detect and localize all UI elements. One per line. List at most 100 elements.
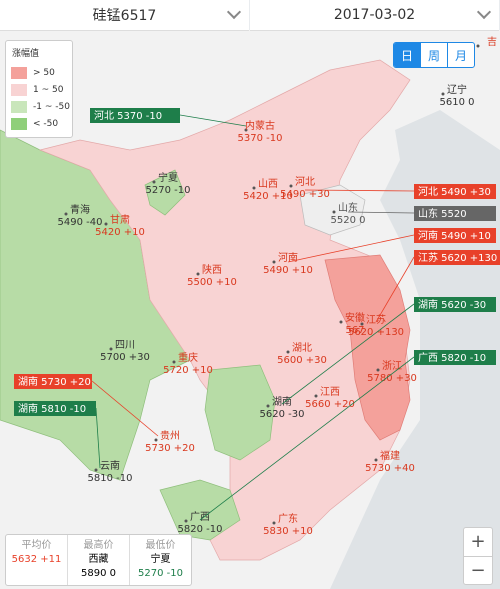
region-dot <box>332 210 336 214</box>
region-dot <box>314 394 318 398</box>
callout-line <box>375 256 415 323</box>
legend-title: 涨幅值 <box>12 49 40 59</box>
region-name: 河南 <box>278 251 298 264</box>
region-dot <box>476 44 480 48</box>
region-name: 福建 <box>380 449 400 462</box>
callout-text: 河南 5490 +10 <box>418 229 491 242</box>
region-price: 5490 -40 <box>58 217 103 228</box>
region-dot <box>286 350 290 354</box>
zoom-in[interactable]: + <box>464 528 492 557</box>
legend: 涨幅值 > 50 1 ~ 50 -1 ~ -50 < -50 <box>5 40 73 138</box>
region-name: 重庆 <box>178 351 198 364</box>
callout-line <box>91 380 159 437</box>
region-price: 5730 +40 <box>365 463 415 474</box>
region-dot <box>94 468 98 472</box>
region-dot <box>152 180 156 184</box>
region-price: 5610 0 <box>440 97 475 108</box>
region-dot <box>272 260 276 264</box>
tab[interactable]: 日 <box>394 43 420 67</box>
callout-line <box>287 234 415 263</box>
period-tabs: 日 周 月 <box>393 42 475 68</box>
callout-box <box>414 228 496 243</box>
callout-text: 湖南 5620 -30 <box>418 298 486 311</box>
region-name: 四川 <box>115 340 135 351</box>
callouts: 河北 5370 -10 河北 5490 +30 山东 5520 河南 5490 +10… <box>14 108 500 521</box>
region-shandong <box>299 184 366 236</box>
callout-text: 广西 5820 -10 <box>418 352 486 364</box>
legend-item: > 50 <box>33 67 55 78</box>
zoom-control: + − <box>463 527 493 585</box>
region-price: 5500 +10 <box>187 277 237 288</box>
region-name: 宁夏 <box>158 171 178 184</box>
region-price: 5820 -10 <box>178 524 223 535</box>
region-price: 5720 +10 <box>163 365 213 376</box>
callout-box <box>414 206 496 221</box>
legend-item: 1 ~ 50 <box>33 84 64 95</box>
stat-label: 最高价 <box>83 540 114 551</box>
region-dot <box>154 438 158 442</box>
region-name: 山西 <box>258 178 278 190</box>
callout-line <box>179 114 247 127</box>
region-name: 甘肃 <box>110 213 130 226</box>
region-name: 湖南 <box>272 395 292 408</box>
region-name: 河北 <box>295 176 315 188</box>
date-select[interactable]: 2017-03-02 <box>250 0 499 31</box>
zoom-out[interactable]: − <box>470 560 486 581</box>
callout-box <box>414 350 496 365</box>
region-dot <box>374 458 378 462</box>
tab[interactable]: 月 <box>447 43 474 67</box>
region-price: 5810 -10 <box>88 473 133 484</box>
product: 硅锰6517 <box>92 8 157 24</box>
legend-item: -1 ~ -50 <box>33 101 70 112</box>
region-name: 浙江 <box>382 360 402 372</box>
callout-box <box>90 108 180 123</box>
callout-box <box>414 297 496 312</box>
callout-text: 河北 5490 +30 <box>418 186 491 198</box>
region-dot <box>339 320 343 324</box>
region-price: 5490 +10 <box>263 265 313 276</box>
region-salmon <box>324 254 411 441</box>
callout-text: 湖南 5730 +20 <box>18 375 91 388</box>
callout-box <box>14 374 92 389</box>
callout-text: 山东 5520 <box>418 207 467 220</box>
stat-value: 5890 0 <box>81 568 116 579</box>
region-dot <box>104 222 108 226</box>
region-price: 5730 +20 <box>145 443 195 454</box>
region-price: 5700 +30 <box>100 352 150 363</box>
stat-label: 最低价 <box>145 540 176 551</box>
callout-text: 河北 5370 -10 <box>94 110 162 122</box>
region-name: 山东 <box>338 201 358 214</box>
region-dot <box>184 519 188 523</box>
region-name: 青海 <box>70 203 90 216</box>
callout-line <box>95 407 101 469</box>
tab[interactable]: 周 <box>420 43 447 67</box>
product-select[interactable]: 硅锰6517 <box>0 0 249 31</box>
callout-line <box>347 211 415 214</box>
region-name: 江苏 <box>366 313 386 326</box>
region-name: 湖北 <box>292 342 312 354</box>
region-name: 内蒙古 <box>245 119 275 132</box>
region-dot <box>360 322 364 326</box>
region-dot <box>252 186 256 190</box>
callout-text: 湖南 5810 -10 <box>18 402 86 415</box>
region-dot <box>244 128 248 132</box>
callout-box <box>14 401 96 416</box>
region-price: 5620 -30 <box>260 409 305 420</box>
stat-value: 5632 +11 <box>11 554 62 565</box>
region-price: 5420 +10 <box>243 191 293 202</box>
region-dot <box>376 368 380 372</box>
region-name: 陕西 <box>202 263 222 276</box>
region-name: 贵州 <box>160 429 180 442</box>
stat-region: 西藏 <box>88 554 109 565</box>
date: 2017-03-02 <box>333 7 416 23</box>
region-dot <box>172 360 176 364</box>
region-name: 吉 <box>487 36 497 48</box>
stat-label: 平均价 <box>21 540 52 551</box>
region-price: 5830 +10 <box>263 526 313 537</box>
region-name: 江西 <box>320 386 340 398</box>
region-name: 安徽 <box>345 311 365 324</box>
callout-line <box>304 189 415 192</box>
legend-item: < -50 <box>33 118 59 129</box>
